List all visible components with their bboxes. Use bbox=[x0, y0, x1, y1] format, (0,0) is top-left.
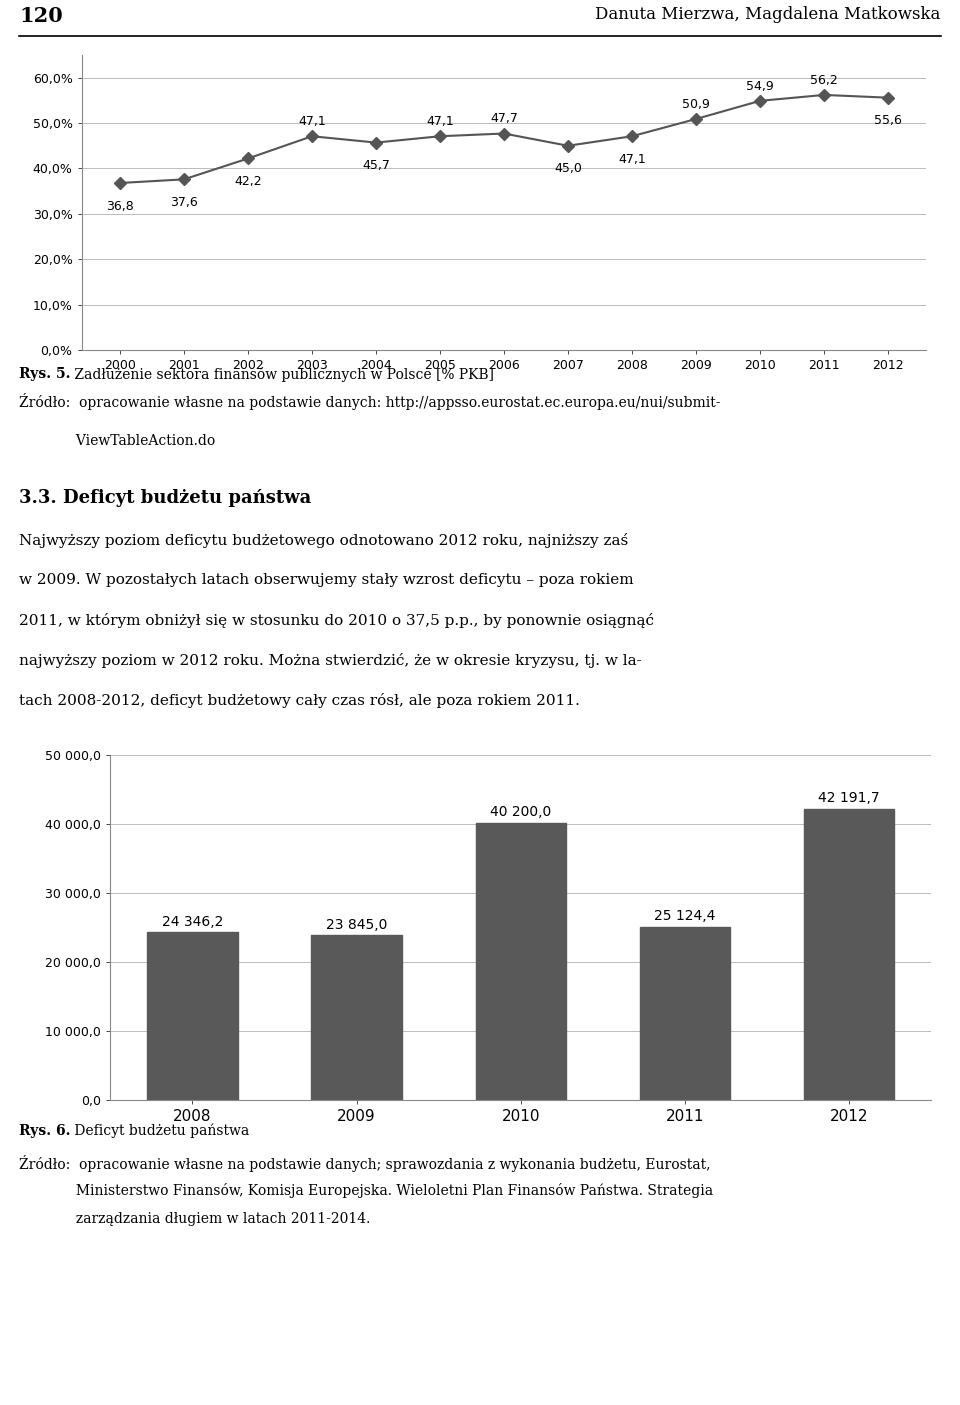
Text: tach 2008-2012, deficyt budżetowy cały czas rósł, ale poza rokiem 2011.: tach 2008-2012, deficyt budżetowy cały c… bbox=[19, 693, 580, 708]
Text: 25 124,4: 25 124,4 bbox=[655, 909, 715, 923]
Text: 47,7: 47,7 bbox=[490, 112, 518, 125]
Text: Deficyt budżetu państwa: Deficyt budżetu państwa bbox=[70, 1124, 250, 1138]
Text: 47,1: 47,1 bbox=[426, 115, 454, 128]
Text: najwyższy poziom w 2012 roku. Można stwierdzić, że w okresie kryzysu, tj. w la-: najwyższy poziom w 2012 roku. Można stwi… bbox=[19, 653, 642, 667]
Bar bbox=[639, 927, 731, 1100]
Text: Najwyższy poziom deficytu budżetowego odnotowano 2012 roku, najniższy zaś: Najwyższy poziom deficytu budżetowego od… bbox=[19, 532, 629, 548]
Text: Źródło:  opracowanie własne na podstawie danych; sprawozdania z wykonania budżet: Źródło: opracowanie własne na podstawie … bbox=[19, 1155, 710, 1172]
Text: 40 200,0: 40 200,0 bbox=[491, 805, 551, 819]
Text: w 2009. W pozostałych latach obserwujemy stały wzrost deficytu – poza rokiem: w 2009. W pozostałych latach obserwujemy… bbox=[19, 573, 634, 587]
Text: 2011, w którym obniżył się w stosunku do 2010 o 37,5 p.p., by ponownie osiągnąć: 2011, w którym obniżył się w stosunku do… bbox=[19, 613, 654, 628]
Text: Źródło:  opracowanie własne na podstawie danych: http://appsso.eurostat.ec.europ: Źródło: opracowanie własne na podstawie … bbox=[19, 393, 721, 410]
Text: 24 346,2: 24 346,2 bbox=[162, 915, 223, 929]
Text: 54,9: 54,9 bbox=[746, 80, 774, 93]
Text: 45,0: 45,0 bbox=[554, 163, 582, 176]
Text: ViewTableAction.do: ViewTableAction.do bbox=[19, 434, 215, 448]
Text: 37,6: 37,6 bbox=[170, 197, 198, 209]
Text: Ministerstwo Finansów, Komisja Europejska. Wieloletni Plan Finansów Państwa. Str: Ministerstwo Finansów, Komisja Europejsk… bbox=[19, 1183, 713, 1198]
Text: 36,8: 36,8 bbox=[107, 200, 133, 212]
Text: zarządzania długiem w latach 2011-2014.: zarządzania długiem w latach 2011-2014. bbox=[19, 1211, 371, 1225]
Text: 56,2: 56,2 bbox=[810, 73, 838, 87]
Text: 42,2: 42,2 bbox=[234, 176, 262, 188]
Text: 45,7: 45,7 bbox=[362, 159, 390, 173]
Text: 3.3. Deficyt budżetu państwa: 3.3. Deficyt budżetu państwa bbox=[19, 489, 311, 507]
Text: Rys. 5.: Rys. 5. bbox=[19, 367, 71, 381]
Text: 23 845,0: 23 845,0 bbox=[326, 917, 387, 932]
Text: Zadłużenie sektora finansów publicznych w Polsce [% PKB]: Zadłużenie sektora finansów publicznych … bbox=[70, 367, 493, 382]
Text: Rys. 6.: Rys. 6. bbox=[19, 1124, 71, 1138]
Bar bbox=[804, 809, 895, 1100]
Text: 42 191,7: 42 191,7 bbox=[818, 791, 880, 805]
Text: 47,1: 47,1 bbox=[618, 153, 646, 166]
Text: 47,1: 47,1 bbox=[299, 115, 325, 128]
Bar bbox=[147, 932, 238, 1100]
Text: 50,9: 50,9 bbox=[682, 98, 710, 111]
Text: 120: 120 bbox=[19, 6, 63, 25]
Bar bbox=[475, 822, 566, 1100]
Text: 55,6: 55,6 bbox=[874, 114, 902, 128]
Text: Danuta Mierzwa, Magdalena Matkowska: Danuta Mierzwa, Magdalena Matkowska bbox=[595, 6, 941, 22]
Bar bbox=[311, 936, 402, 1100]
